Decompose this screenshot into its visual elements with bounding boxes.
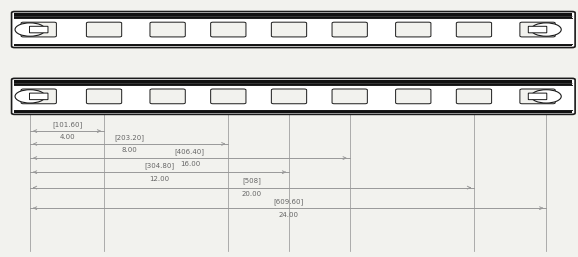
Text: [609.60]: [609.60] <box>273 198 303 205</box>
Text: 24.00: 24.00 <box>278 212 298 217</box>
FancyBboxPatch shape <box>12 12 575 48</box>
FancyBboxPatch shape <box>456 89 492 104</box>
FancyBboxPatch shape <box>528 93 547 100</box>
Circle shape <box>15 23 45 36</box>
Text: 12.00: 12.00 <box>150 176 169 181</box>
Bar <box>14 44 572 46</box>
FancyBboxPatch shape <box>150 22 186 37</box>
FancyBboxPatch shape <box>210 89 246 104</box>
Text: [101.60]: [101.60] <box>52 121 82 128</box>
Bar <box>14 13 572 18</box>
Circle shape <box>15 90 45 103</box>
Text: [508]: [508] <box>243 178 261 184</box>
FancyBboxPatch shape <box>520 89 555 104</box>
FancyBboxPatch shape <box>210 22 246 37</box>
FancyBboxPatch shape <box>86 89 122 104</box>
Text: [406.40]: [406.40] <box>175 148 205 155</box>
FancyBboxPatch shape <box>456 22 492 37</box>
Text: 4.00: 4.00 <box>59 134 75 140</box>
Text: [304.80]: [304.80] <box>144 162 175 169</box>
Circle shape <box>531 90 561 103</box>
FancyBboxPatch shape <box>150 89 186 104</box>
FancyBboxPatch shape <box>271 89 307 104</box>
FancyBboxPatch shape <box>528 26 547 33</box>
FancyBboxPatch shape <box>395 22 431 37</box>
FancyBboxPatch shape <box>271 22 307 37</box>
FancyBboxPatch shape <box>395 89 431 104</box>
Text: 20.00: 20.00 <box>242 191 262 197</box>
Text: [203.20]: [203.20] <box>114 134 144 141</box>
FancyBboxPatch shape <box>12 78 575 114</box>
Circle shape <box>531 23 561 36</box>
Bar <box>14 80 572 85</box>
FancyBboxPatch shape <box>21 22 57 37</box>
FancyBboxPatch shape <box>29 93 48 100</box>
FancyBboxPatch shape <box>332 89 368 104</box>
Text: 16.00: 16.00 <box>180 161 200 167</box>
FancyBboxPatch shape <box>520 22 555 37</box>
FancyBboxPatch shape <box>332 22 368 37</box>
Text: 8.00: 8.00 <box>121 147 137 153</box>
Bar <box>14 111 572 113</box>
FancyBboxPatch shape <box>21 89 57 104</box>
FancyBboxPatch shape <box>86 22 122 37</box>
FancyBboxPatch shape <box>29 26 48 33</box>
